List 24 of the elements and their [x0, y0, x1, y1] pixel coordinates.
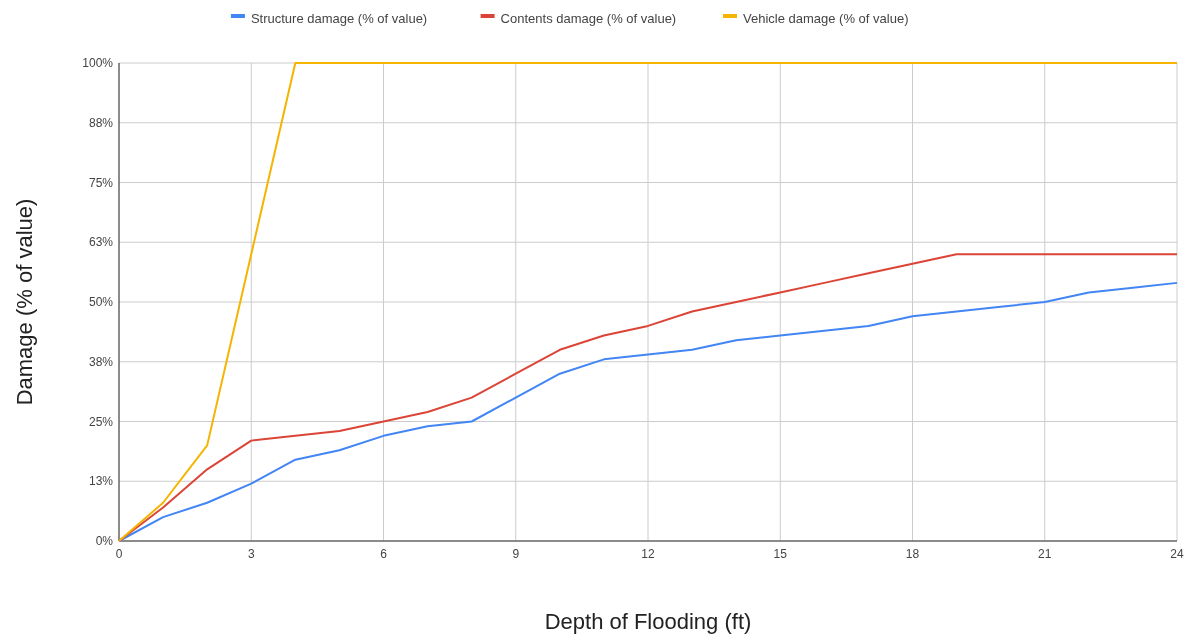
y-tick-label: 50%	[88, 295, 114, 310]
x-tick-label: 15	[773, 547, 788, 561]
y-axis-title: Damage (% of value)	[12, 198, 37, 406]
x-tick-label: 6	[380, 547, 388, 561]
y-tick-label: 13%	[88, 474, 114, 489]
x-axis-title: Depth of Flooding (ft)	[544, 609, 752, 634]
legend-label: Structure damage (% of value)	[250, 10, 428, 26]
y-tick-label: 100%	[82, 56, 114, 71]
x-tick-label: 9	[512, 547, 520, 561]
x-tick-label: 12	[641, 547, 655, 561]
x-tick-label: 24	[1170, 547, 1184, 561]
line-series	[118, 62, 1178, 542]
x-tick-label: 0	[115, 547, 123, 561]
legend-label: Vehicle damage (% of value)	[743, 10, 909, 26]
x-tick-label: 3	[247, 547, 255, 561]
y-tick-label: 88%	[88, 115, 114, 130]
x-tick-label: 21	[1038, 547, 1052, 561]
y-tick-label: 25%	[88, 414, 114, 429]
y-tick-label: 75%	[88, 175, 114, 190]
x-tick-label: 18	[905, 547, 920, 561]
legend-label: Contents damage (% of value)	[500, 10, 677, 26]
y-tick-label: 38%	[88, 354, 114, 369]
y-tick-label: 63%	[88, 235, 114, 250]
y-tick-label: 0%	[95, 534, 114, 549]
